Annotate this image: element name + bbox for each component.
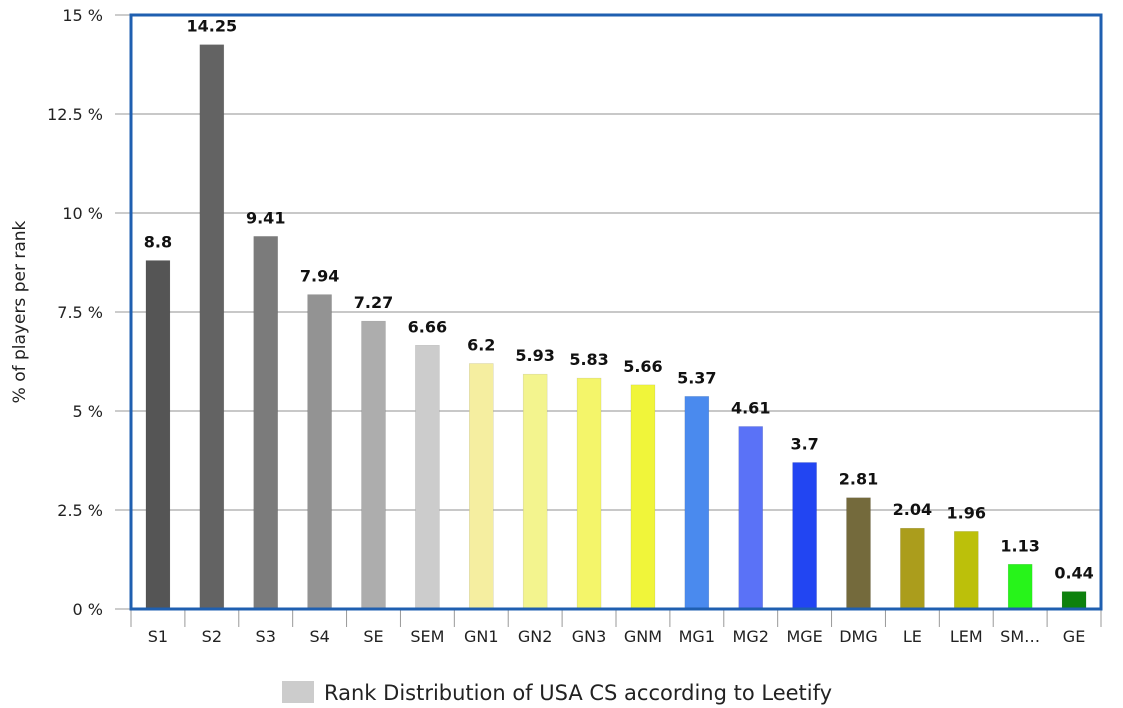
bar-s3[interactable] <box>253 236 278 610</box>
x-tick-label: LEM <box>950 627 983 646</box>
legend-label: Rank Distribution of USA CS according to… <box>324 681 832 705</box>
x-tick-label: GNM <box>624 627 662 646</box>
x-tick-label: S3 <box>256 627 276 646</box>
bar-s1[interactable] <box>145 260 171 610</box>
data-labels: 8.8 14.25 9.41 7.94 7.27 6.66 6.2 5.93 5.83 5.66 5… <box>144 17 1094 583</box>
data-label: 14.25 <box>187 17 238 36</box>
data-label: 7.94 <box>300 267 339 286</box>
bar-mge[interactable] <box>792 462 817 610</box>
y-tick-label: 5 % <box>73 402 103 421</box>
y-tick-label: 2.5 % <box>57 501 103 520</box>
x-tick-label: GN2 <box>518 627 553 646</box>
bar-le[interactable] <box>900 527 925 610</box>
bar-ge[interactable] <box>1061 591 1087 610</box>
data-label: 9.41 <box>246 208 285 227</box>
y-tick-label: 0 % <box>73 600 103 619</box>
data-label: 1.96 <box>947 503 986 522</box>
bar-gn2[interactable] <box>522 373 548 610</box>
data-label: 0.44 <box>1054 564 1093 583</box>
y-tick-label: 15 % <box>62 6 103 25</box>
x-tick-label: S2 <box>202 627 222 646</box>
data-label: 8.8 <box>144 233 172 252</box>
x-tick-label: DMG <box>839 627 878 646</box>
data-label: 5.83 <box>569 350 608 369</box>
bar-mg2[interactable] <box>738 426 763 610</box>
bars <box>145 44 1087 610</box>
data-label: 5.37 <box>677 368 716 387</box>
x-tick-label: SM… <box>1000 627 1040 646</box>
data-label: 2.81 <box>839 470 878 489</box>
bar-gn1[interactable] <box>469 363 494 610</box>
data-label: 5.66 <box>623 357 662 376</box>
x-tick-label: S1 <box>148 627 168 646</box>
legend-swatch <box>282 681 314 703</box>
bar-lem[interactable] <box>954 531 979 610</box>
x-tick-label: GE <box>1063 627 1086 646</box>
bar-dmg[interactable] <box>846 497 871 610</box>
bar-s4[interactable] <box>307 294 332 610</box>
data-label: 6.66 <box>408 317 447 336</box>
bar-gnm[interactable] <box>630 384 656 610</box>
bar-mg1[interactable] <box>684 396 710 610</box>
x-tick-label: LE <box>903 627 922 646</box>
data-label: 4.61 <box>731 398 770 417</box>
x-tick-label: SE <box>363 627 383 646</box>
x-tick-label: GN1 <box>464 627 499 646</box>
legend[interactable]: Rank Distribution of USA CS according to… <box>282 681 832 705</box>
bar-se[interactable] <box>361 320 386 610</box>
x-tick-label: SEM <box>410 627 444 646</box>
bar-sem[interactable] <box>415 345 440 610</box>
data-label: 7.27 <box>354 293 393 312</box>
x-tick-label: S4 <box>309 627 329 646</box>
bar-gn3[interactable] <box>576 377 602 610</box>
data-label: 3.7 <box>790 434 818 453</box>
bar-sm[interactable] <box>1007 564 1033 610</box>
data-label: 5.93 <box>515 346 554 365</box>
x-tick-label: MG2 <box>733 627 769 646</box>
data-label: 6.2 <box>467 335 495 354</box>
x-tick-label: MGE <box>786 627 822 646</box>
x-tick-label: MG1 <box>679 627 715 646</box>
y-axis-ticks: 0 % 2.5 % 5 % 7.5 % 10 % 12.5 % 15 % <box>47 6 131 619</box>
x-tick-label: GN3 <box>572 627 607 646</box>
y-tick-label: 12.5 % <box>47 105 103 124</box>
data-label: 2.04 <box>893 500 932 519</box>
plot-frame <box>129 13 1103 611</box>
y-tick-label: 7.5 % <box>57 303 103 322</box>
bar-s2[interactable] <box>199 44 225 610</box>
y-axis-label: % of players per rank <box>10 220 30 403</box>
x-axis-ticks: S1 S2 S3 S4 SE SEM GN1 GN2 GN3 GNM MG1 MG2 MGE DMG LE L… <box>130 609 1102 646</box>
y-tick-label: 10 % <box>62 204 103 223</box>
data-label: 1.13 <box>1000 536 1039 555</box>
